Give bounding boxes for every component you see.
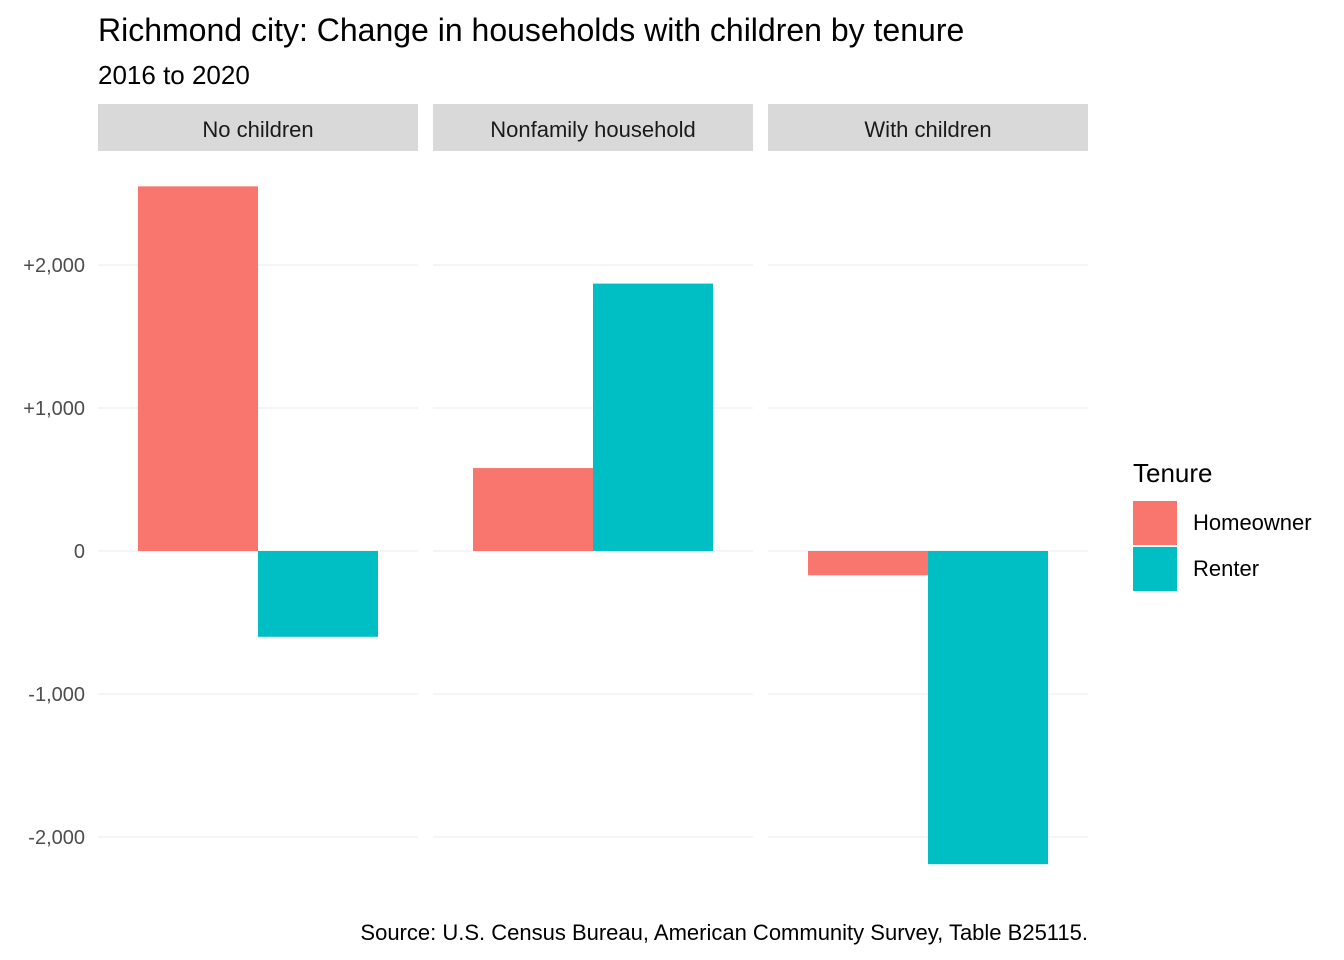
facet-strip — [768, 104, 1088, 151]
bar-homeowner — [808, 551, 928, 576]
legend-item-renter: Renter — [1133, 546, 1312, 592]
legend-label-renter: Renter — [1193, 556, 1260, 581]
legend-swatch-homeowner — [1133, 501, 1177, 545]
facet-label: With children — [864, 117, 991, 142]
chart-subtitle: 2016 to 2020 — [98, 60, 250, 90]
y-tick-label: -1,000 — [28, 684, 85, 706]
facet-strip — [433, 104, 753, 151]
bar-renter — [258, 551, 378, 637]
facet-strip — [98, 104, 418, 151]
bar-homeowner — [138, 186, 258, 551]
y-tick-label: -2,000 — [28, 827, 85, 849]
facet-label: Nonfamily household — [490, 117, 695, 142]
bar-renter — [593, 283, 713, 551]
legend: Tenure Homeowner Renter — [1133, 456, 1312, 592]
bar-renter — [928, 551, 1048, 865]
legend-label-homeowner: Homeowner — [1193, 510, 1312, 535]
legend-swatch-renter — [1133, 547, 1177, 591]
legend-title: Tenure — [1133, 458, 1213, 488]
bar-homeowner — [473, 468, 593, 551]
legend-item-homeowner: Homeowner — [1133, 500, 1312, 546]
facet-label: No children — [202, 117, 313, 142]
y-tick-label: +1,000 — [23, 398, 85, 420]
chart-title: Richmond city: Change in households with… — [98, 12, 965, 48]
y-tick-label: +2,000 — [23, 255, 85, 277]
y-tick-label: 0 — [74, 541, 85, 563]
chart-caption: Source: U.S. Census Bureau, American Com… — [360, 920, 1088, 945]
